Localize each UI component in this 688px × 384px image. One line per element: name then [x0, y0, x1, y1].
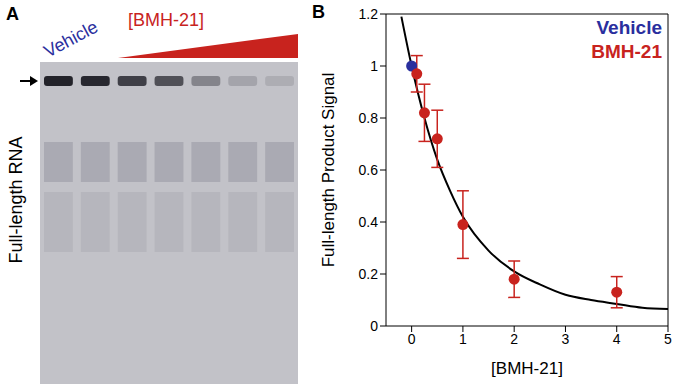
svg-text:2: 2	[510, 331, 518, 347]
svg-text:0.2: 0.2	[359, 266, 379, 282]
svg-text:5: 5	[664, 331, 672, 347]
svg-text:0: 0	[370, 318, 378, 334]
svg-text:4: 4	[613, 331, 621, 347]
svg-text:Full-length RNA: Full-length RNA	[6, 136, 26, 263]
html-text:BMH-21: BMH-21	[591, 41, 662, 62]
svg-text:[BMH-21]: [BMH-21]	[128, 10, 204, 30]
svg-text:3: 3	[562, 331, 570, 347]
html-text:B: B	[312, 2, 325, 22]
svg-text:A: A	[6, 4, 19, 24]
svg-text:0.6: 0.6	[359, 162, 379, 178]
svg-text:0: 0	[408, 331, 416, 347]
svg-text:Full-length Product Signal: Full-length Product Signal	[319, 73, 338, 268]
svg-text:1: 1	[459, 331, 467, 347]
svg-text:Vehicle: Vehicle	[40, 17, 101, 62]
svg-text:0.4: 0.4	[359, 214, 379, 230]
html-text:Vehicle: Vehicle	[596, 17, 662, 38]
svg-text:[BMH-21]: [BMH-21]	[491, 359, 563, 378]
svg-text:1: 1	[370, 58, 378, 74]
svg-text:0.8: 0.8	[359, 110, 379, 126]
svg-text:1.2: 1.2	[359, 6, 379, 22]
